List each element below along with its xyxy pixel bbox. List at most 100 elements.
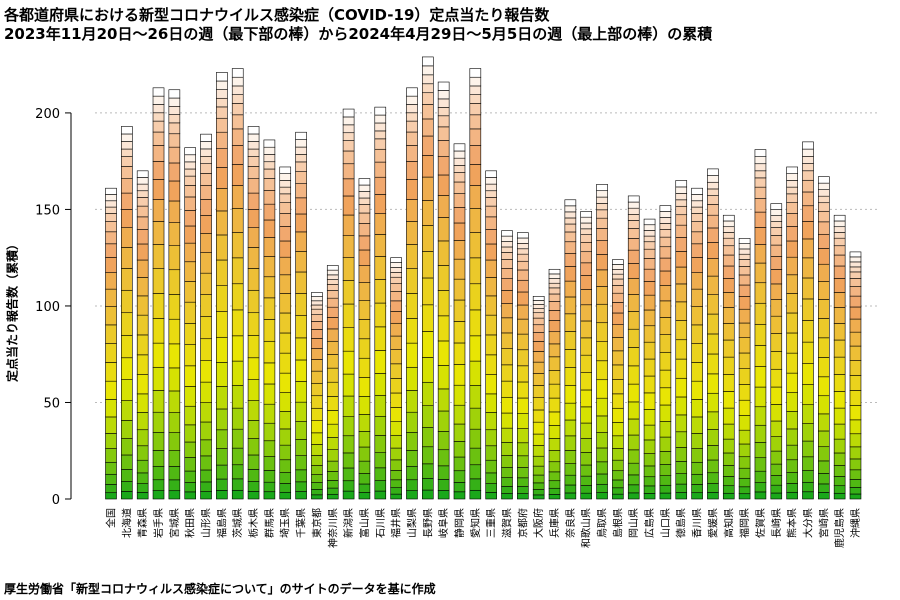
bar-segment	[168, 490, 181, 500]
bar-segment	[691, 231, 703, 245]
bar-segment	[311, 296, 323, 302]
category-label: 鹿児島県	[833, 508, 846, 548]
bar-segment	[453, 384, 466, 406]
bar-segment	[849, 360, 862, 376]
bar-segment	[786, 312, 798, 334]
bar-群馬県	[263, 139, 276, 500]
bar-segment	[643, 309, 656, 327]
bar-segment	[817, 430, 830, 448]
category-label: 栃木県	[247, 508, 260, 538]
bar-segment	[136, 295, 149, 316]
bar-segment	[121, 379, 133, 401]
bar-segment	[311, 382, 323, 397]
bar-segment	[184, 168, 196, 177]
bar-segment	[612, 448, 624, 461]
bar-segment	[437, 365, 450, 390]
bar-segment	[675, 301, 688, 321]
bar-segment	[342, 480, 355, 492]
bar-segment	[833, 232, 846, 239]
category-label: 全国	[105, 508, 118, 528]
bar-segment	[817, 189, 830, 197]
bar-segment	[247, 481, 260, 492]
bar-segment	[168, 146, 181, 164]
bar-segment	[311, 482, 323, 490]
bar-segment	[168, 180, 181, 202]
bar-山梨県	[406, 87, 418, 500]
bar-segment	[121, 420, 133, 439]
bar-segment	[596, 473, 608, 485]
bar-segment	[263, 491, 276, 500]
category-label: 岩手県	[152, 508, 165, 538]
bar-segment	[453, 258, 466, 280]
bar-segment	[311, 489, 323, 496]
bar-segment	[485, 229, 497, 245]
bar-segment	[770, 450, 783, 465]
bar-segment	[105, 243, 117, 258]
bar-segment	[152, 479, 165, 491]
bar-segment	[311, 292, 323, 297]
bar-徳島県	[675, 180, 688, 500]
bar-segment	[627, 383, 640, 403]
category-label: 香川県	[692, 508, 704, 538]
bar-segment	[754, 366, 767, 388]
bar-segment	[231, 68, 244, 78]
bar-segment	[421, 65, 434, 76]
bar-segment	[849, 306, 862, 320]
bar-segment	[216, 478, 228, 491]
bar-segment	[279, 483, 292, 493]
bar-segment	[184, 441, 196, 458]
bar-segment	[627, 201, 640, 209]
bar-segment	[707, 258, 719, 277]
bar-segment	[675, 431, 688, 448]
bar-segment	[390, 311, 402, 324]
bar-segment	[485, 429, 497, 447]
bar-segment	[326, 269, 339, 276]
bar-segment	[659, 369, 672, 389]
bar-segment	[358, 212, 371, 224]
bar-segment	[517, 365, 529, 383]
bar-segment	[247, 126, 260, 135]
bar-segment	[231, 85, 244, 95]
bar-岐阜県	[437, 81, 450, 500]
bar-segment	[374, 415, 387, 436]
bar-segment	[453, 207, 466, 224]
bar-segment	[501, 268, 513, 279]
bar-segment	[722, 323, 735, 341]
bar-segment	[326, 317, 339, 330]
bar-segment	[817, 492, 830, 500]
bar-segment	[612, 302, 624, 314]
bar-segment	[263, 219, 276, 238]
bar-segment	[184, 225, 196, 244]
bar-segment	[421, 176, 434, 201]
bar-segment	[406, 411, 418, 433]
bar-segment	[643, 476, 656, 487]
bar-segment	[152, 104, 165, 114]
bar-segment	[580, 234, 593, 243]
bar-segment	[548, 268, 561, 275]
bar-segment	[485, 216, 497, 230]
bar-segment	[817, 460, 830, 474]
bar-segment	[437, 140, 450, 157]
bar-segment	[136, 277, 149, 297]
bar-segment	[295, 183, 307, 199]
bar-segment	[532, 341, 545, 352]
bar-segment	[596, 303, 608, 324]
bar-segment	[596, 269, 608, 287]
bar-segment	[485, 314, 497, 336]
category-label: 鳥取県	[596, 508, 609, 538]
bar-segment	[485, 205, 497, 218]
bar-segment	[707, 445, 719, 461]
bar-segment	[311, 432, 323, 445]
bar-segment	[168, 450, 181, 467]
bar-segment	[596, 447, 608, 463]
bar-segment	[295, 381, 307, 403]
bar-segment	[121, 481, 133, 492]
bar-segment	[406, 366, 418, 391]
bar-segment	[517, 291, 529, 306]
bar-segment	[817, 233, 830, 249]
bar-segment	[311, 300, 323, 306]
bar-segment	[469, 208, 482, 233]
bar-segment	[105, 433, 117, 449]
bar-segment	[548, 287, 561, 295]
bar-長崎県	[770, 203, 783, 500]
